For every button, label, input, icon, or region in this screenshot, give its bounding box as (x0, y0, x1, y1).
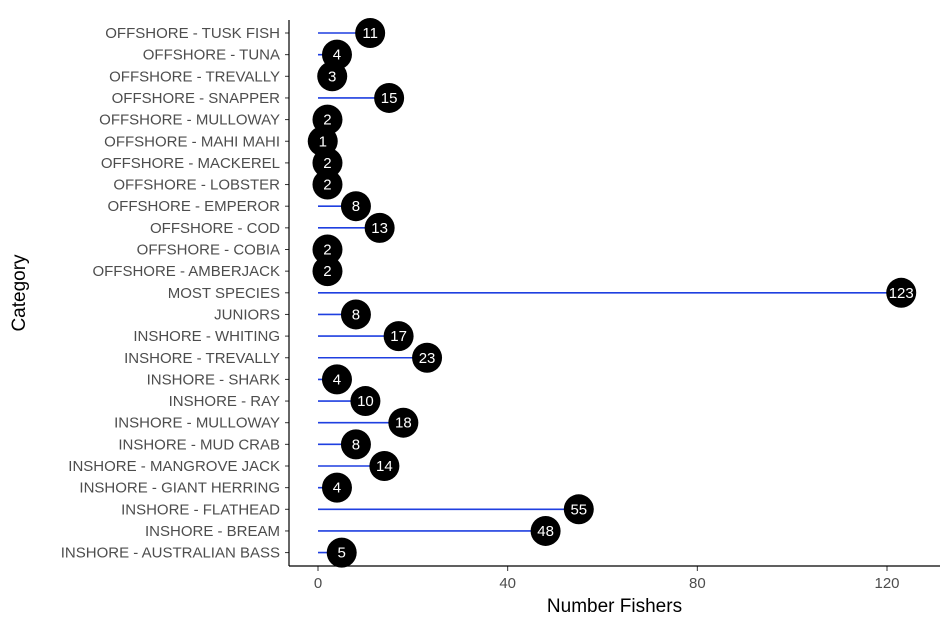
category-label-offshore-emperor: OFFSHORE - EMPEROR (107, 198, 280, 215)
category-label-offshore-cobia: OFFSHORE - COBIA (137, 242, 280, 259)
x-tick-label-0: 0 (314, 575, 322, 592)
data-label-offshore-cod: 13 (371, 220, 388, 237)
point-inshore-shark (321, 364, 352, 395)
category-label-offshore-mackerel: OFFSHORE - MACKEREL (101, 155, 280, 172)
data-label-inshore-mulloway: 18 (395, 415, 412, 432)
point-offshore-tusk-fish (355, 18, 386, 48)
points-layer: 11 4 3 15 2 1 2 2 8 13 2 2 123 8 17 23 4 10 18 8 14 4 55 48 5 (307, 18, 917, 568)
category-label-most-species: MOST SPECIES (168, 285, 280, 302)
category-label-inshore-mud-crab: INSHORE - MUD CRAB (118, 436, 280, 453)
x-tick-label-40: 40 (499, 575, 516, 592)
data-label-inshore-mud-crab: 8 (352, 436, 360, 453)
point-most-species (886, 277, 917, 308)
category-label-offshore-snapper: OFFSHORE - SNAPPER (112, 90, 281, 107)
x-axis-title: Number Fishers (547, 596, 682, 617)
x-ticks: 0 40 80 120 (314, 566, 900, 592)
category-label-inshore-mulloway: INSHORE - MULLOWAY (114, 415, 280, 432)
category-label-juniors: JUNIORS (214, 306, 280, 323)
point-offshore-mackerel (312, 147, 343, 178)
data-label-offshore-lobster: 2 (323, 177, 331, 194)
data-label-inshore-mangrove-jack: 14 (376, 458, 393, 475)
category-label-inshore-flathead: INSHORE - FLATHEAD (121, 501, 280, 518)
category-label-inshore-ray: INSHORE - RAY (169, 393, 280, 410)
data-label-offshore-trevally: 3 (328, 68, 336, 85)
data-label-inshore-australian-bass: 5 (338, 545, 346, 562)
category-label-inshore-australian-bass: INSHORE - AUSTRALIAN BASS (61, 545, 280, 562)
data-label-inshore-flathead: 55 (570, 501, 587, 518)
point-offshore-lobster (312, 169, 343, 200)
data-label-offshore-emperor: 8 (352, 198, 360, 215)
category-label-offshore-mahi-mahi: OFFSHORE - MAHI MAHI (104, 133, 280, 150)
category-label-offshore-lobster: OFFSHORE - LOBSTER (113, 177, 280, 194)
category-label-inshore-bream: INSHORE - BREAM (145, 523, 280, 540)
category-label-offshore-tuna: OFFSHORE - TUNA (143, 47, 280, 64)
y-tick-labels: OFFSHORE - TUSK FISH OFFSHORE - TUNA OFFSH… (61, 25, 289, 562)
category-label-inshore-giant-herring: INSHORE - GIANT HERRING (79, 480, 280, 497)
data-label-offshore-amberjack: 2 (323, 263, 331, 280)
data-label-inshore-shark: 4 (333, 371, 341, 388)
point-inshore-flathead (563, 494, 594, 525)
category-label-offshore-tusk-fish: OFFSHORE - TUSK FISH (105, 25, 280, 42)
point-juniors (340, 299, 371, 330)
point-inshore-australian-bass (326, 537, 357, 568)
category-label-inshore-whiting: INSHORE - WHITING (133, 328, 280, 345)
point-inshore-giant-herring (321, 472, 352, 503)
point-offshore-amberjack (312, 256, 343, 287)
point-inshore-mud-crab (340, 429, 371, 460)
category-label-offshore-trevally: OFFSHORE - TREVALLY (109, 68, 280, 85)
category-label-offshore-mulloway: OFFSHORE - MULLOWAY (99, 112, 280, 129)
category-label-inshore-mangrove-jack: INSHORE - MANGROVE JACK (68, 458, 280, 475)
stems-layer (318, 32, 902, 554)
category-label-offshore-cod: OFFSHORE - COD (150, 220, 280, 237)
data-label-offshore-snapper: 15 (381, 90, 398, 107)
category-label-inshore-trevally: INSHORE - TREVALLY (124, 350, 280, 367)
point-inshore-mulloway (388, 407, 419, 438)
point-offshore-snapper (374, 82, 405, 113)
data-label-inshore-ray: 10 (357, 393, 374, 410)
data-label-inshore-trevally: 23 (419, 350, 436, 367)
category-label-inshore-shark: INSHORE - SHARK (147, 371, 280, 388)
data-label-offshore-mulloway: 2 (323, 112, 331, 129)
point-offshore-cobia (312, 234, 343, 265)
x-tick-label-80: 80 (689, 575, 706, 592)
point-inshore-trevally (412, 342, 443, 373)
point-inshore-ray (350, 386, 381, 417)
data-label-inshore-whiting: 17 (390, 328, 407, 345)
point-inshore-mangrove-jack (369, 451, 400, 481)
data-label-offshore-tuna: 4 (333, 47, 341, 64)
point-inshore-bream (530, 515, 561, 546)
data-label-most-species: 123 (889, 285, 914, 302)
data-label-offshore-mackerel: 2 (323, 155, 331, 172)
data-label-inshore-bream: 48 (537, 523, 554, 540)
y-axis-title: Category (9, 254, 30, 332)
x-tick-label-120: 120 (874, 575, 899, 592)
data-label-offshore-cobia: 2 (323, 242, 331, 259)
point-offshore-cod (364, 212, 395, 243)
point-offshore-trevally (317, 61, 348, 92)
point-offshore-emperor (340, 191, 371, 222)
data-label-juniors: 8 (352, 306, 360, 323)
data-label-inshore-giant-herring: 4 (333, 480, 341, 497)
data-label-offshore-tusk-fish: 11 (362, 25, 378, 42)
point-inshore-whiting (383, 321, 414, 352)
data-label-offshore-mahi-mahi: 1 (319, 133, 327, 150)
category-label-offshore-amberjack: OFFSHORE - AMBERJACK (92, 263, 280, 280)
